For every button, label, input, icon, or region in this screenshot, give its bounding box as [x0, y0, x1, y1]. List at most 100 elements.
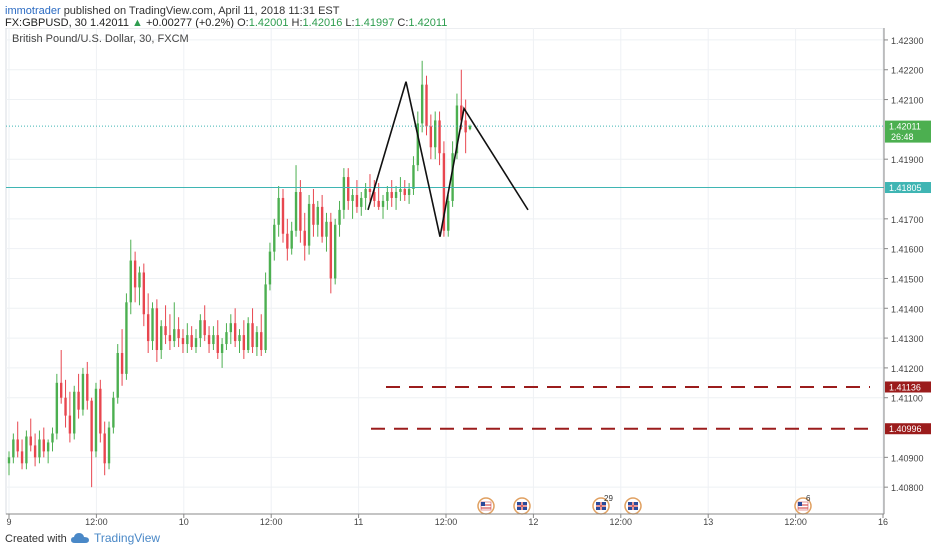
candle-body [329, 221, 333, 279]
open-value: 1.42001 [248, 17, 289, 29]
candle-body [377, 200, 380, 207]
candle-body [168, 335, 172, 342]
change-value: +0.00277 (+0.2%) [145, 17, 235, 29]
candle-body [186, 335, 189, 345]
candle-body [212, 335, 215, 345]
candle-body [351, 194, 354, 201]
candle-body [281, 197, 285, 234]
candle-body [190, 335, 193, 348]
candle-body [438, 120, 441, 154]
candle-body [207, 335, 211, 345]
candle-body [434, 120, 437, 148]
candle-body [233, 323, 237, 342]
candle-body [133, 260, 137, 288]
candle-body [247, 323, 250, 351]
close-value: 1.42011 [408, 17, 448, 29]
candle-body [381, 200, 385, 207]
y-tick-label: 1.41600 [891, 245, 924, 255]
candle-body [155, 308, 159, 351]
symbol-label: FX:GBPUSD, 30 [5, 17, 87, 29]
candle-body [59, 382, 63, 398]
candle-body [277, 197, 280, 225]
cloud-icon [71, 533, 89, 543]
candle-body [460, 105, 463, 121]
candle-body [260, 332, 263, 351]
uk-flag-icon [624, 497, 642, 515]
candle-body [468, 126, 472, 130]
candle-body [373, 191, 376, 201]
candle-body [99, 388, 102, 434]
candle-body [181, 338, 185, 345]
candle-body [290, 230, 293, 249]
candle-body [338, 209, 341, 225]
candle-body [199, 320, 202, 339]
candle-body [129, 260, 132, 303]
price-chart[interactable]: British Pound/U.S. Dollar, 30, FXCM 1.42… [0, 28, 932, 528]
footer: Created with TradingView [0, 528, 932, 550]
candle-body [151, 308, 154, 342]
y-tick-label: 1.40800 [891, 483, 924, 493]
y-tick-label: 1.41900 [891, 155, 924, 165]
zigzag-drawing[interactable] [367, 81, 529, 237]
candle-body [86, 373, 89, 401]
candle-body [160, 326, 163, 351]
candle-body [94, 388, 98, 452]
candle-body [451, 153, 454, 201]
price-tag-label: 1.40996 [889, 424, 922, 434]
symbol-line: FX:GBPUSD, 30 1.42011 ▲ +0.00277 (+0.2%)… [5, 17, 447, 29]
candle-body [429, 126, 433, 148]
candles [7, 60, 472, 488]
candle-body [20, 451, 24, 464]
chart-grid [5, 28, 885, 515]
candle-body [120, 352, 124, 374]
high-label: H: [291, 17, 303, 29]
price-tag-label: 1.41805 [889, 183, 922, 193]
published-text: published on TradingView.com, April 11, … [63, 5, 340, 17]
price-tag-label: 1.42011 [889, 122, 921, 132]
axes: 1.42300 1.42200 1.42100 1.41900 1.41700 1.416… [6, 28, 924, 527]
candle-body [107, 427, 111, 464]
candle-body [442, 153, 446, 231]
tradingview-brand[interactable]: TradingView [70, 531, 160, 545]
candle-body [164, 326, 167, 336]
candle-body [299, 191, 302, 231]
candle-body [51, 433, 54, 443]
y-tick-label: 1.42100 [891, 96, 924, 106]
price-tag-label: 1.41136 [889, 382, 921, 392]
candle-body [216, 335, 219, 353]
flag-canton [798, 502, 802, 506]
candle-body [125, 302, 128, 374]
candle-body [360, 197, 363, 207]
candle-body [307, 203, 311, 246]
candle-body [12, 439, 15, 458]
last-price: 1.42011 [89, 17, 129, 29]
brand-label: TradingView [94, 531, 161, 545]
event-count: 6 [806, 494, 811, 503]
candle-body [264, 284, 267, 351]
candle-body [325, 221, 328, 237]
x-tick-label: 9 [6, 517, 11, 527]
publisher-name[interactable]: immotrader [5, 5, 61, 17]
candle-body [268, 251, 272, 285]
candle-body [220, 344, 224, 353]
created-with-text: Created with [5, 533, 67, 545]
candle-body [320, 206, 324, 237]
candle-body [412, 165, 415, 190]
candle-body [77, 391, 80, 410]
candle-body [447, 200, 450, 231]
candle-body [25, 436, 28, 464]
candle-body [238, 335, 241, 342]
candle-body [425, 84, 428, 127]
x-tick-label: 12:00 [610, 517, 633, 527]
candle-body [229, 323, 232, 333]
x-tick-label: 10 [179, 517, 189, 527]
uk-flag-icon: 29 [592, 494, 613, 515]
y-tick-label: 1.40900 [891, 453, 924, 463]
y-tick-label: 1.41100 [891, 394, 923, 404]
candle-body [455, 105, 459, 154]
candle-body [38, 439, 41, 458]
event-markers[interactable]: 29 6 [477, 494, 812, 515]
y-tick-label: 1.42300 [891, 36, 924, 46]
x-tick-label: 12 [528, 517, 538, 527]
